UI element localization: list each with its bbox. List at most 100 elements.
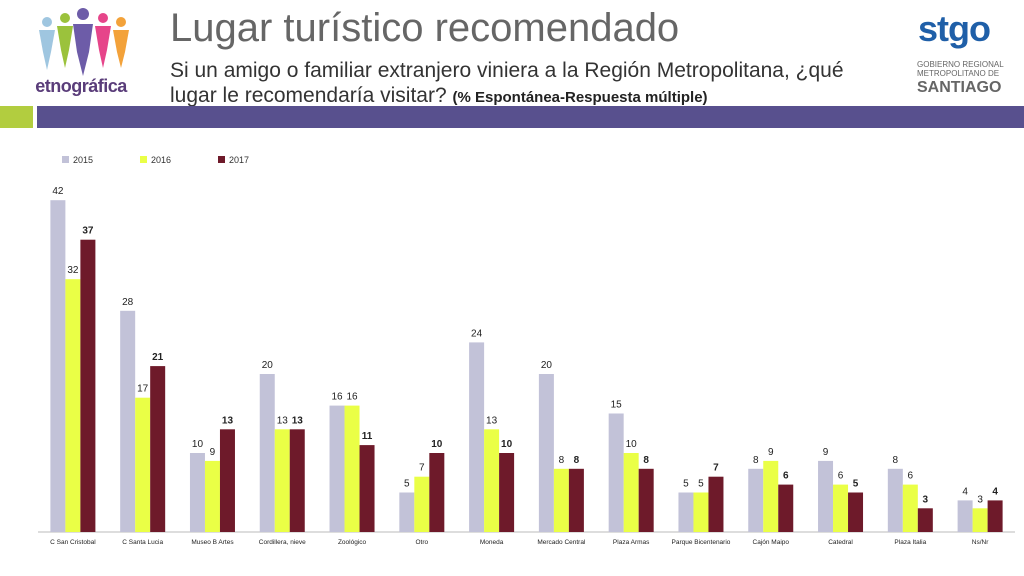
data-label-2015-0: 42: [52, 186, 64, 197]
category-label-12: Plaza Italia: [894, 539, 926, 546]
bar-2015-12: [887, 468, 903, 532]
subtitle-question: Si un amigo o familiar extranjero vinier…: [170, 59, 844, 107]
bar-2017-8: [638, 468, 654, 532]
bar-2015-13: [957, 500, 973, 532]
bar-2016-3: [274, 429, 290, 532]
bar-2017-0: [80, 239, 96, 532]
bar-2016-7: [553, 468, 569, 532]
bar-2015-10: [748, 468, 764, 532]
bar-2017-7: [568, 468, 584, 532]
data-label-2016-10: 9: [768, 447, 774, 458]
bar-2017-13: [987, 500, 1003, 532]
legend-swatch-2015: [62, 156, 69, 163]
data-label-2015-2: 10: [192, 439, 204, 450]
data-label-2015-13: 4: [962, 486, 968, 497]
bar-2016-0: [65, 279, 81, 532]
data-label-2015-6: 24: [471, 328, 483, 339]
bar-2015-8: [608, 413, 624, 532]
data-label-2015-3: 20: [262, 360, 274, 371]
data-label-2015-12: 8: [893, 455, 899, 466]
bar-2015-3: [259, 374, 275, 532]
bar-2017-1: [150, 366, 166, 532]
data-label-2015-5: 5: [404, 479, 410, 490]
green-header-band: [0, 106, 33, 128]
bar-2017-10: [778, 484, 794, 532]
bar-2015-11: [818, 460, 834, 532]
category-label-1: C Santa Lucia: [122, 539, 163, 546]
category-label-6: Moneda: [480, 539, 504, 546]
stgo-logo: stgo GOBIERNO REGIONAL METROPOLITANO DE …: [912, 8, 1012, 100]
data-label-2017-7: 8: [574, 455, 580, 466]
data-label-2017-2: 13: [222, 415, 234, 426]
page-title: Lugar turístico recomendado: [170, 6, 680, 50]
data-label-2015-9: 5: [683, 479, 689, 490]
bar-2017-2: [219, 429, 235, 532]
page-subtitle: Si un amigo o familiar extranjero vinier…: [170, 58, 870, 110]
data-label-2016-13: 3: [977, 494, 983, 505]
category-label-3: Cordillera, nieve: [259, 539, 306, 546]
data-label-2016-4: 16: [346, 392, 358, 403]
data-label-2016-8: 10: [626, 439, 638, 450]
bar-2016-13: [972, 508, 988, 532]
data-label-2016-3: 13: [277, 415, 289, 426]
legend-label-2015: 2015: [73, 155, 93, 165]
category-label-10: Cajón Maipo: [753, 539, 790, 546]
data-label-2015-8: 15: [611, 400, 623, 411]
bar-2015-1: [120, 310, 136, 532]
bar-2016-4: [344, 405, 360, 532]
etnografica-brand: etnográfica: [35, 76, 127, 96]
bar-2016-1: [135, 397, 151, 532]
stgo-brand: stgo: [918, 8, 991, 49]
data-label-2017-0: 37: [82, 226, 94, 237]
data-label-2016-7: 8: [559, 455, 565, 466]
bar-2016-10: [763, 460, 779, 532]
purple-header-band: [37, 106, 1024, 128]
bar-2016-6: [484, 429, 500, 532]
category-label-9: Parque Bicentenario: [672, 539, 731, 546]
bar-2015-6: [469, 342, 485, 532]
data-label-2015-4: 16: [331, 392, 343, 403]
bar-2017-5: [429, 453, 445, 532]
bar-2016-8: [623, 453, 639, 532]
category-label-4: Zoológico: [338, 539, 367, 546]
category-label-7: Mercado Central: [537, 539, 586, 546]
bar-2016-12: [902, 484, 918, 532]
data-label-2016-5: 7: [419, 463, 425, 474]
bar-2017-6: [499, 453, 515, 532]
bar-2015-4: [329, 405, 345, 532]
data-label-2015-7: 20: [541, 360, 553, 371]
subtitle-note: (% Espontánea-Respuesta múltiple): [452, 89, 708, 106]
stgo-line3: SANTIAGO: [917, 79, 1002, 96]
stgo-line1: GOBIERNO REGIONAL: [917, 60, 1004, 69]
bar-2017-9: [708, 476, 724, 532]
bar-2016-11: [833, 484, 849, 532]
bar-2016-9: [693, 492, 709, 532]
people-figures-icon: [39, 8, 129, 76]
category-label-2: Museo B Artes: [191, 539, 234, 546]
legend-swatch-2016: [140, 156, 147, 163]
bar-2017-12: [917, 508, 933, 532]
data-label-2017-12: 3: [923, 494, 929, 505]
category-label-0: C San Cristobal: [50, 539, 96, 546]
data-label-2016-1: 17: [137, 384, 149, 395]
bar-2016-2: [204, 460, 220, 532]
data-label-2016-11: 6: [838, 471, 844, 482]
etnografica-logo: [30, 8, 150, 100]
bar-2015-9: [678, 492, 694, 532]
bar-2015-0: [50, 200, 66, 532]
category-label-5: Otro: [415, 539, 428, 546]
data-label-2017-10: 6: [783, 471, 789, 482]
data-label-2015-11: 9: [823, 447, 829, 458]
data-label-2017-11: 5: [853, 479, 859, 490]
data-label-2017-6: 10: [501, 439, 513, 450]
legend-label-2016: 2016: [151, 155, 171, 165]
data-label-2017-9: 7: [713, 463, 719, 474]
data-label-2017-1: 21: [152, 352, 164, 363]
bar-2015-2: [189, 453, 205, 532]
data-label-2015-10: 8: [753, 455, 759, 466]
category-label-13: Ns/Nr: [972, 539, 989, 546]
data-label-2017-3: 13: [292, 415, 304, 426]
category-label-8: Plaza Armas: [613, 539, 650, 546]
bar-2017-4: [359, 445, 375, 532]
